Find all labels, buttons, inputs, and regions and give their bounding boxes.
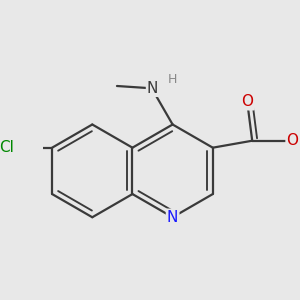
- Text: H: H: [167, 73, 177, 85]
- Text: O: O: [242, 94, 254, 109]
- Text: Cl: Cl: [0, 140, 14, 155]
- Text: N: N: [147, 81, 158, 96]
- Text: N: N: [167, 210, 178, 225]
- Text: O: O: [286, 133, 298, 148]
